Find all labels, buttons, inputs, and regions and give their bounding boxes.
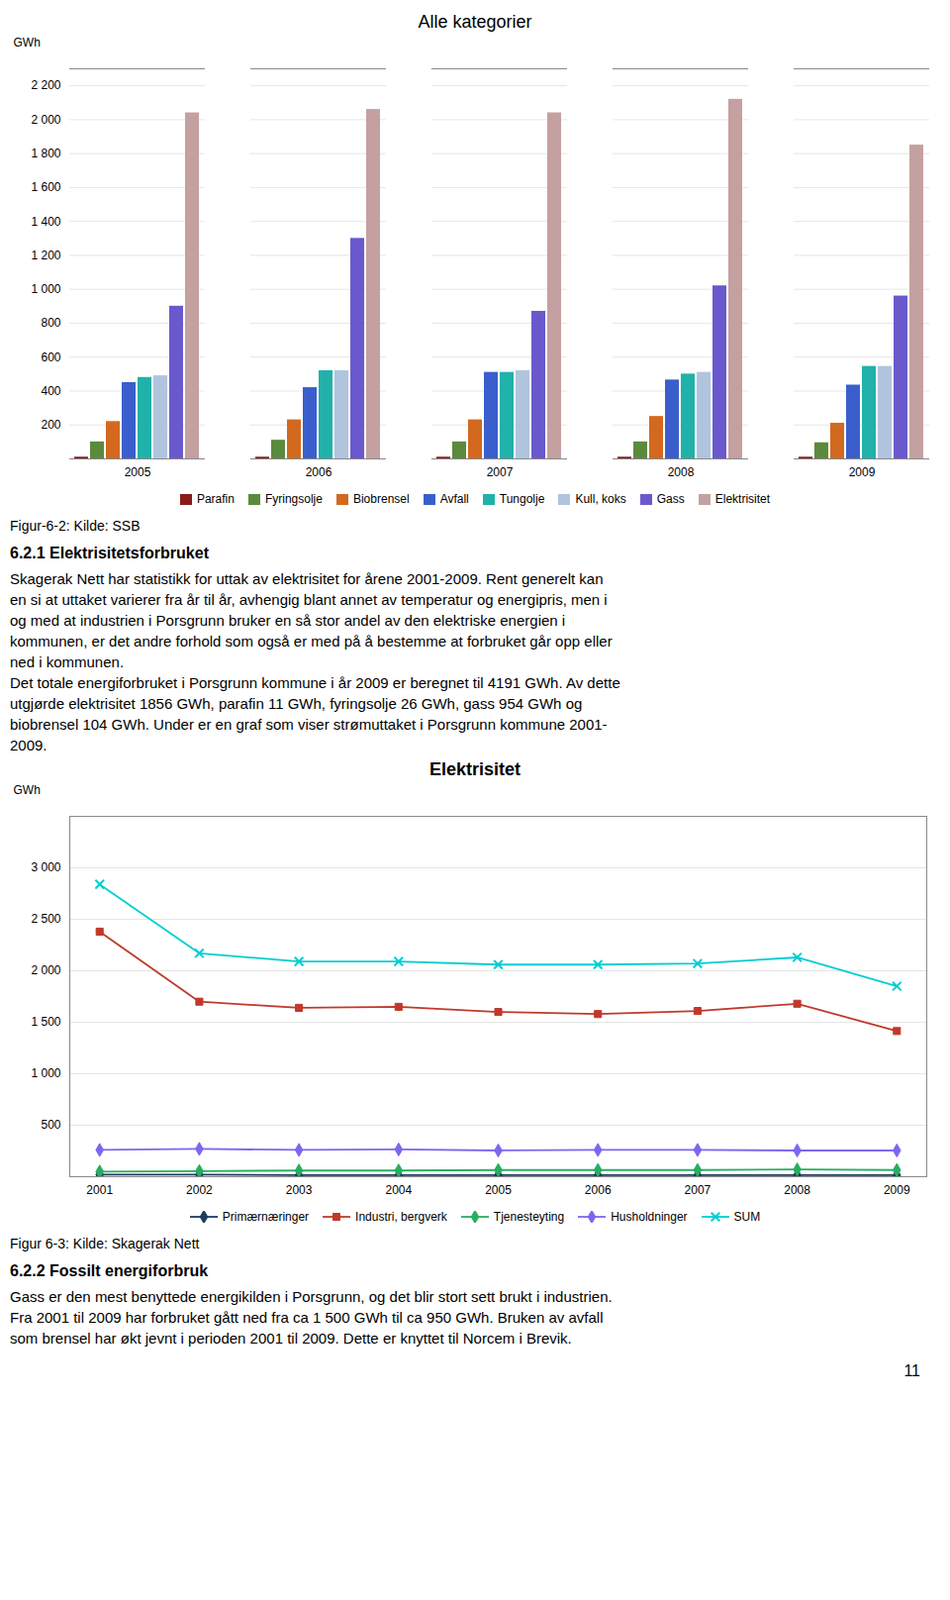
svg-text:2005: 2005 <box>484 1182 512 1197</box>
html-text:Parafin: Parafin <box>196 491 235 506</box>
svg-text:1 000: 1 000 <box>30 282 61 296</box>
html-text:en si at uttaket varierer fra: en si at uttaket varierer fra år til år,… <box>9 590 608 608</box>
svg-text:GWh: GWh <box>13 782 41 797</box>
svg-text:2001: 2001 <box>86 1182 113 1197</box>
svg-text:2 000: 2 000 <box>30 112 61 127</box>
svg-text:800: 800 <box>40 315 61 330</box>
html-text:utgjørde elektrisitet 1856 GWh: utgjørde elektrisitet 1856 GWh, parafin … <box>9 694 583 712</box>
svg-text:2 200: 2 200 <box>30 78 61 93</box>
svg-text:1 000: 1 000 <box>30 1065 61 1080</box>
svg-text:2006: 2006 <box>305 465 333 479</box>
html-text:Primærnæringer: Primærnæringer <box>222 1209 309 1224</box>
html-text:ned i kommunen.: ned i kommunen. <box>9 653 124 670</box>
svg-text:2002: 2002 <box>186 1182 213 1197</box>
html-text:Fyringsolje: Fyringsolje <box>265 491 323 506</box>
html-text:Alle kategorier: Alle kategorier <box>418 11 532 32</box>
html-text:6.2.1 Elektrisitetsforbruket: 6.2.1 Elektrisitetsforbruket <box>9 544 209 562</box>
svg-text:2009: 2009 <box>849 465 876 479</box>
svg-text:1 200: 1 200 <box>30 248 61 263</box>
svg-text:500: 500 <box>40 1117 61 1132</box>
html-text:Husholdninger: Husholdninger <box>610 1209 688 1224</box>
html-text:Gass: Gass <box>656 491 685 506</box>
html-text:og med at industrien i Porsgru: og med at industrien i Porsgrunn bruker … <box>9 611 566 629</box>
html-text:2009.: 2009. <box>9 736 48 754</box>
html-text:kommunen, er det andre forhold: kommunen, er det andre forhold som også … <box>9 632 613 650</box>
html-text:Kull, koks: Kull, koks <box>575 491 627 506</box>
svg-text:2009: 2009 <box>883 1182 911 1197</box>
svg-text:3 000: 3 000 <box>30 859 61 874</box>
html-text:Skagerak Nett har statistikk f: Skagerak Nett har statistikk for uttak a… <box>9 570 604 587</box>
svg-text:2008: 2008 <box>667 465 695 479</box>
html-text:Gass er den mest benyttede ene: Gass er den mest benyttede energikilden … <box>9 1287 613 1305</box>
html-text:Tungolje: Tungolje <box>499 491 545 506</box>
svg-text:2003: 2003 <box>285 1182 313 1197</box>
html-text:Elektrisitet: Elektrisitet <box>429 759 521 779</box>
html-text:Biobrensel: Biobrensel <box>353 491 410 506</box>
svg-text:2 500: 2 500 <box>30 911 61 926</box>
svg-text:2004: 2004 <box>384 1182 412 1197</box>
svg-text:2007: 2007 <box>486 465 514 479</box>
html-text:biobrensel 104 GWh. Under er e: biobrensel 104 GWh. Under er en graf som… <box>9 715 608 733</box>
svg-text:400: 400 <box>40 383 61 398</box>
html-text:som brensel har økt jevnt i pe: som brensel har økt jevnt i perioden 200… <box>9 1329 572 1346</box>
html-text:Avfall: Avfall <box>439 491 469 506</box>
svg-text:1 500: 1 500 <box>30 1014 61 1029</box>
html-text:11: 11 <box>903 1361 921 1379</box>
html-text:Figur-6-2: Kilde: SSB: Figur-6-2: Kilde: SSB <box>9 517 141 534</box>
svg-text:1 600: 1 600 <box>30 180 61 194</box>
svg-text:1 400: 1 400 <box>30 214 61 229</box>
html-text:Tjenesteyting: Tjenesteyting <box>493 1209 565 1224</box>
svg-text:2007: 2007 <box>684 1182 712 1197</box>
svg-text:200: 200 <box>40 417 61 432</box>
html-text:6.2.2 Fossilt energiforbruk: 6.2.2 Fossilt energiforbruk <box>9 1261 208 1279</box>
html-text:Elektrisitet: Elektrisitet <box>715 491 770 506</box>
svg-text:2008: 2008 <box>783 1182 811 1197</box>
svg-text:2 000: 2 000 <box>30 962 61 977</box>
svg-text:600: 600 <box>40 350 61 365</box>
html-text:Det totale energiforbruket i P: Det totale energiforbruket i Porsgrunn k… <box>9 673 621 691</box>
html-text:Figur 6-3: Kilde: Skagerak Net: Figur 6-3: Kilde: Skagerak Nett <box>9 1235 200 1251</box>
svg-text:GWh: GWh <box>13 35 41 50</box>
html-text:Fra 2001 til 2009 har forbruke: Fra 2001 til 2009 har forbruket gått ned… <box>9 1308 604 1326</box>
html-text:SUM: SUM <box>733 1209 761 1224</box>
svg-text:2005: 2005 <box>124 465 152 479</box>
html-text:Industri, bergverk: Industri, bergverk <box>355 1209 448 1224</box>
svg-text:2006: 2006 <box>584 1182 612 1197</box>
svg-text:1 800: 1 800 <box>30 146 61 161</box>
